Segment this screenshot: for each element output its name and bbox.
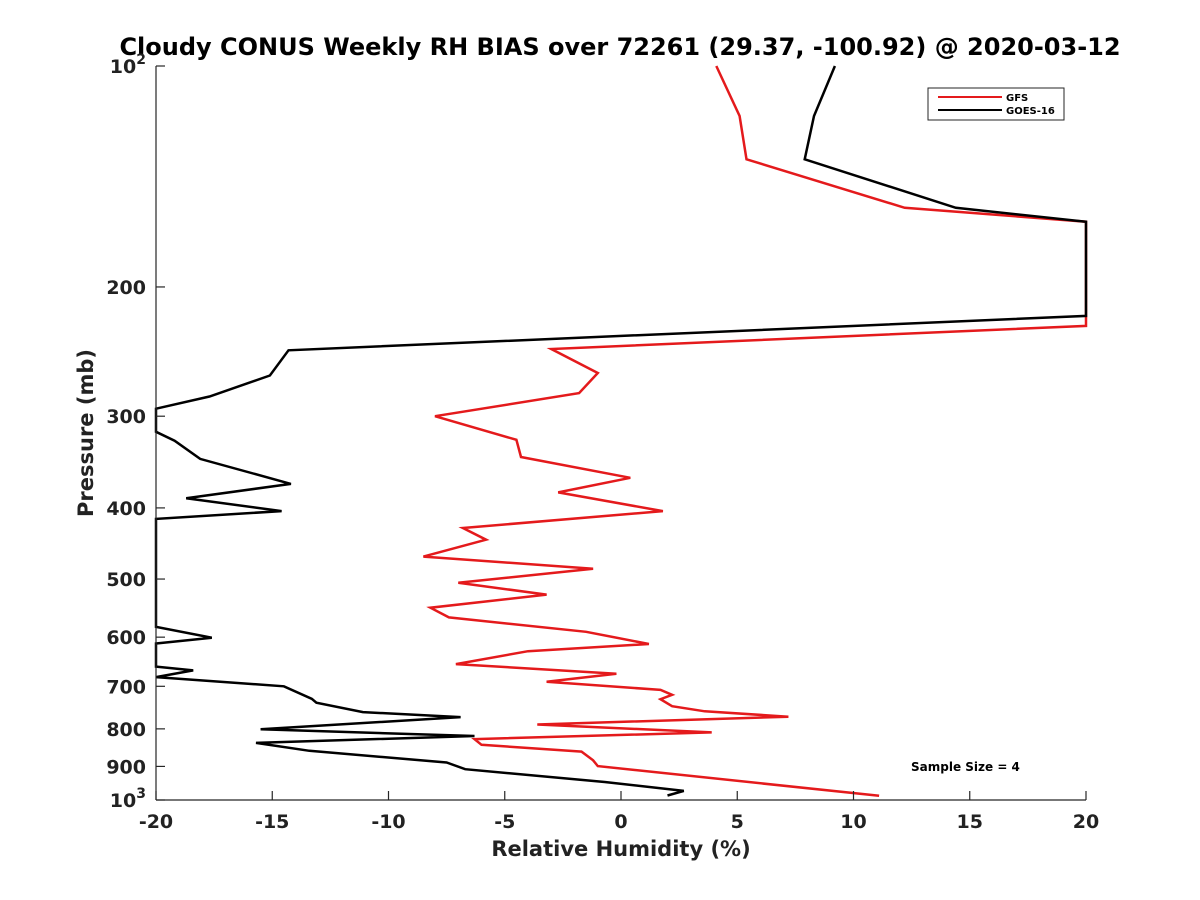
y-tick-label: 103 xyxy=(110,786,146,812)
y-tick-label: 600 xyxy=(106,627,146,649)
x-tick-label: -15 xyxy=(255,811,289,833)
series-line-goes16 xyxy=(154,65,1088,797)
legend-label-gfs: GFS xyxy=(1006,93,1028,104)
legend-label-goes16: GOES-16 xyxy=(1006,106,1055,117)
x-tick-label: 20 xyxy=(1073,811,1099,833)
y-tick-label: 700 xyxy=(106,676,146,698)
x-tick-label: -20 xyxy=(139,811,173,833)
x-axis-label: Relative Humidity (%) xyxy=(491,837,750,861)
sample-size-annotation: Sample Size = 4 xyxy=(911,760,1020,774)
x-tick-label: 5 xyxy=(731,811,744,833)
y-tick-label: 200 xyxy=(106,277,146,299)
x-tick-label: 10 xyxy=(840,811,866,833)
y-tick-label: 800 xyxy=(106,719,146,741)
series-layer xyxy=(154,65,1088,798)
x-tick-label: 0 xyxy=(614,811,627,833)
y-axis-ticks: 102 200 300 400 500 600 700 800 900 103 xyxy=(106,52,165,812)
y-tick-label: 102 xyxy=(110,52,146,78)
y-tick-label: 400 xyxy=(106,498,146,520)
y-tick-label: 500 xyxy=(106,569,146,591)
y-tick-label: 900 xyxy=(106,756,146,778)
legend: GFS GOES-16 xyxy=(927,87,1065,121)
x-tick-label: 15 xyxy=(957,811,983,833)
chart-title: Cloudy CONUS Weekly RH BIAS over 72261 (… xyxy=(119,33,1120,61)
x-tick-label: -5 xyxy=(494,811,515,833)
y-axis-label: Pressure (mb) xyxy=(74,349,98,517)
y-tick-label: 300 xyxy=(106,406,146,428)
plot-area xyxy=(156,66,1086,800)
x-axis-ticks: -20 -15 -10 -5 0 5 10 15 20 xyxy=(139,791,1099,833)
series-line-gfs xyxy=(423,65,1088,798)
x-tick-label: -10 xyxy=(371,811,405,833)
legend-box xyxy=(927,87,1065,121)
